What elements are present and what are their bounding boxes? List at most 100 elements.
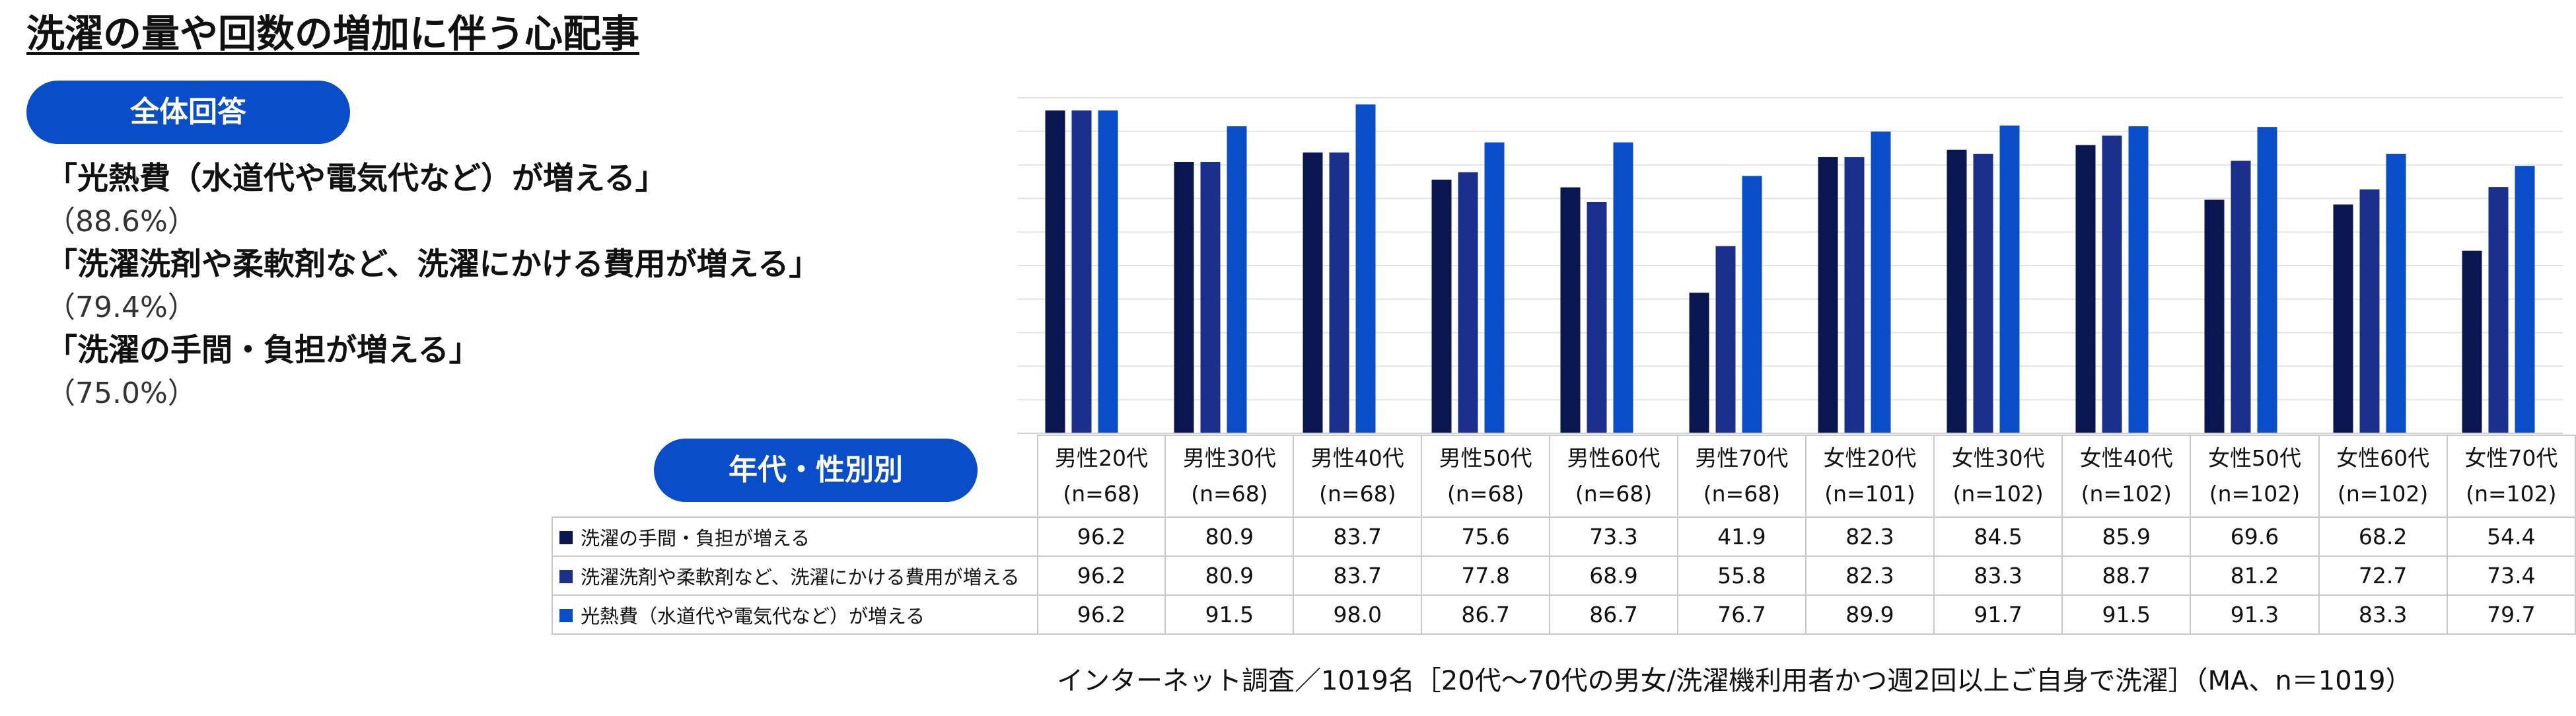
bar-1-1 (1200, 162, 1221, 433)
data-label: 91.5 (1164, 594, 1295, 635)
sample-size-label: (n=102) (1952, 481, 2044, 507)
table-row: 洗濯の手間・負担が増える 96.2 80.9 83.7 75.6 73.3 41.9 82.3… (552, 517, 2576, 557)
bar-11-2 (2515, 166, 2535, 433)
sample-size-label: (n=68) (1575, 481, 1653, 507)
bar-6-2 (1871, 131, 1891, 434)
bar-5-0 (1689, 293, 1709, 433)
summary-item-1: 「光熱費（水道代や電気代など）が増える」 （88.6%） (46, 157, 971, 243)
data-label: 98.0 (1293, 594, 1423, 635)
bar-8-1 (2102, 135, 2122, 433)
bar-4-2 (1613, 142, 1633, 433)
bar-8-2 (2128, 126, 2149, 433)
data-label: 85.9 (2061, 517, 2192, 557)
bar-5-2 (1742, 176, 1762, 433)
overall-answer-label: 全体回答 (26, 81, 350, 144)
page-title: 洗濯の量や回数の増加に伴う心配事 (26, 11, 640, 56)
sample-size-label: (n=68) (1063, 481, 1140, 507)
table-row: 光熱費（水道代や電気代など）が増える 96.2 91.5 98.0 86.7 86.7 76… (552, 594, 2576, 635)
category-label: 女性30代 (1951, 445, 2045, 471)
bar-2-1 (1329, 152, 1349, 433)
data-label: 76.7 (1676, 594, 1807, 635)
summary-item-label: 「洗濯洗剤や柔軟剤など、洗濯にかける費用が増える」 (46, 246, 820, 283)
column-header: 男性50代 (n=68) (1421, 435, 1551, 518)
bar-10-0 (2333, 204, 2353, 433)
bar-0-2 (1098, 110, 1118, 433)
category-label: 男性60代 (1567, 445, 1661, 471)
data-label: 82.3 (1805, 517, 1935, 557)
legend-swatch (559, 608, 573, 622)
bar-0-1 (1071, 110, 1092, 433)
data-label: 96.2 (1036, 594, 1166, 635)
data-label: 54.4 (2446, 517, 2576, 557)
category-label: 女性40代 (2079, 445, 2173, 471)
column-header: 男性20代 (n=68) (1036, 435, 1166, 518)
bar-6-0 (1818, 157, 1838, 433)
data-label: 91.5 (2061, 594, 2192, 635)
data-label: 83.3 (1933, 555, 2063, 596)
category-label: 女性60代 (2336, 445, 2430, 471)
table-body: 洗濯の手間・負担が増える 96.2 80.9 83.7 75.6 73.3 41.9 82.3… (552, 517, 2576, 635)
bar-3-2 (1484, 142, 1505, 433)
bar-10-2 (2386, 153, 2406, 433)
bar-2-2 (1355, 104, 1376, 433)
data-label: 73.4 (2446, 555, 2576, 596)
bar-3-1 (1458, 172, 1478, 433)
data-label: 96.2 (1036, 517, 1166, 557)
bar-1-0 (1174, 162, 1194, 433)
sample-size-label: (n=68) (1319, 481, 1396, 507)
sample-size-label: (n=102) (2081, 481, 2172, 507)
sample-size-label: (n=68) (1703, 481, 1781, 507)
legend-entry: 洗濯の手間・負担が増える (552, 517, 1038, 557)
bar-11-1 (2488, 187, 2509, 433)
bar-0-0 (1045, 110, 1065, 433)
bar-8-0 (2075, 145, 2096, 433)
column-header: 女性20代 (n=101) (1805, 435, 1935, 518)
data-label: 88.7 (2061, 555, 2192, 596)
sample-size-label: (n=102) (2466, 481, 2557, 507)
bar-9-0 (2204, 199, 2225, 433)
bar-9-2 (2257, 127, 2277, 434)
column-header: 女性70代 (n=102) (2446, 435, 2576, 518)
legend-swatch (559, 569, 573, 583)
summary-item-percent: （88.6%） (46, 205, 197, 238)
bar-4-0 (1560, 187, 1581, 433)
bar-5-1 (1715, 246, 1736, 433)
summary-item-percent: （75.0%） (46, 376, 197, 410)
bar-3-0 (1431, 179, 1452, 433)
category-label: 女性20代 (1823, 445, 1917, 471)
data-label: 80.9 (1164, 555, 1295, 596)
data-label: 91.7 (1933, 594, 2063, 635)
legend-label: 光熱費（水道代や電気代など）が増える (581, 604, 925, 627)
data-label: 86.7 (1549, 594, 1678, 635)
data-label: 68.2 (2318, 517, 2448, 557)
category-label: 男性50代 (1439, 445, 1532, 471)
data-label: 79.7 (2446, 594, 2576, 635)
data-label: 83.3 (2318, 594, 2448, 635)
bar-chart (1017, 97, 2563, 434)
data-label: 91.3 (2190, 594, 2320, 635)
legend-entry: 光熱費（水道代や電気代など）が増える (552, 594, 1038, 635)
category-label: 男性30代 (1182, 445, 1276, 471)
data-label: 89.9 (1805, 594, 1935, 635)
data-label: 84.5 (1933, 517, 2063, 557)
table-corner (552, 435, 1038, 517)
summary-item-label: 「洗濯の手間・負担が増える」 (46, 332, 480, 369)
table-header-row: 男性20代 (n=68) 男性30代 (n=68) 男性40代 (n=68) 男性50代 (n… (552, 435, 2576, 518)
bar-6-1 (1844, 157, 1865, 433)
bar-2-0 (1303, 152, 1323, 433)
column-header: 女性60代 (n=102) (2318, 435, 2448, 518)
summary-item-percent: （79.4%） (46, 291, 197, 324)
data-label: 83.7 (1293, 517, 1423, 557)
bar-9-1 (2231, 161, 2251, 433)
data-label: 83.7 (1293, 555, 1423, 596)
column-header: 男性60代 (n=68) (1549, 435, 1678, 518)
data-label: 41.9 (1676, 517, 1807, 557)
sample-size-label: (n=102) (2337, 481, 2429, 507)
table-row: 洗濯洗剤や柔軟剤など、洗濯にかける費用が増える 96.2 80.9 83.7 77.8 6… (552, 555, 2576, 596)
data-label: 82.3 (1805, 555, 1935, 596)
data-label: 55.8 (1676, 555, 1807, 596)
sample-size-label: (n=68) (1191, 481, 1268, 507)
data-label: 80.9 (1164, 517, 1295, 557)
category-label: 女性50代 (2207, 445, 2301, 471)
age-gender-label: 年代・性別別 (654, 439, 978, 502)
